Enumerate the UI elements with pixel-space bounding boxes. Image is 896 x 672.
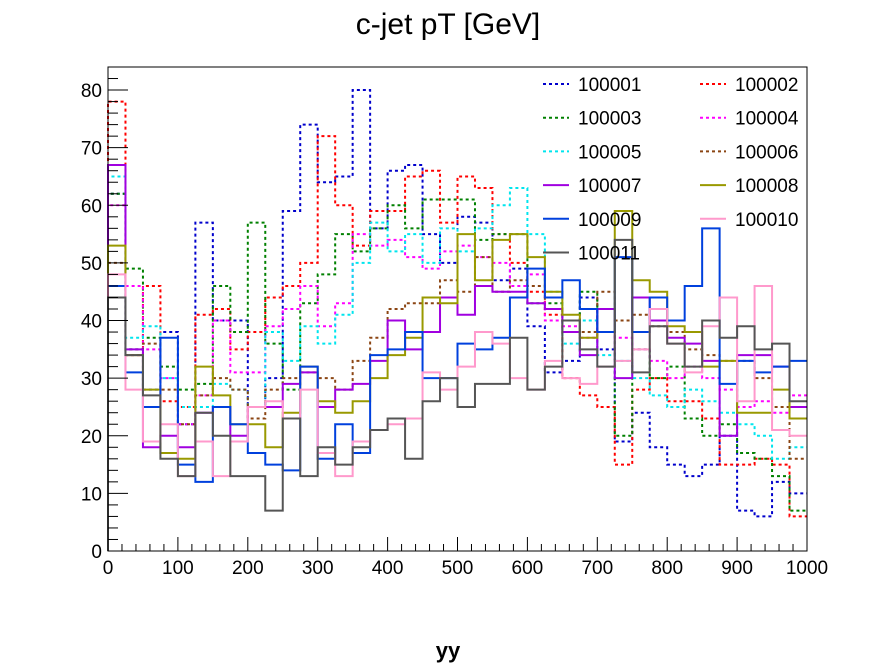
legend-label-100008: 100008 — [735, 176, 798, 197]
legend-label-100009: 100009 — [578, 210, 641, 231]
y-tick-label: 60 — [81, 196, 102, 217]
x-tick-label: 100 — [162, 558, 194, 579]
y-tick-label: 50 — [81, 254, 102, 275]
x-tick-label: 300 — [302, 558, 334, 579]
x-tick-label: 200 — [232, 558, 264, 579]
legend-label-100001: 100001 — [578, 75, 641, 96]
series-100008 — [107, 210, 807, 551]
legend-label-100006: 100006 — [735, 142, 798, 163]
legend-label-100011: 100011 — [578, 244, 640, 265]
x-axis-label: yy — [436, 638, 461, 663]
x-tick-label: 600 — [512, 558, 544, 579]
x-tick-label: 400 — [372, 558, 404, 579]
y-tick-label: 70 — [81, 139, 102, 160]
legend-label-100003: 100003 — [578, 109, 641, 130]
axes-layer: 0 100 200 300 400 500 600 700 800 900 100001020304… — [81, 66, 828, 579]
y-tick-label: 0 — [91, 542, 102, 563]
x-tick-label: 0 — [103, 558, 114, 579]
x-tick-label: 800 — [651, 558, 683, 579]
legend-label-100004: 100004 — [735, 109, 799, 130]
series-layer — [107, 89, 807, 551]
series-100003 — [107, 192, 807, 551]
legend-label-100005: 100005 — [578, 142, 641, 163]
y-tick-label: 10 — [81, 484, 102, 505]
x-tick-label: 900 — [721, 558, 753, 579]
x-tick-label: 500 — [442, 558, 474, 579]
chart-title: c-jet pT [GeV] — [356, 8, 541, 41]
series-100002 — [107, 100, 807, 551]
y-tick-label: 40 — [81, 312, 102, 333]
series-100011 — [107, 238, 807, 551]
legend-label-100002: 100002 — [735, 75, 798, 96]
x-tick-label: 700 — [581, 558, 613, 579]
legend-label-100010: 100010 — [735, 210, 798, 231]
series-100009 — [107, 227, 807, 551]
y-tick-label: 20 — [81, 427, 102, 448]
legend-label-100007: 100007 — [578, 176, 641, 197]
y-tick-label: 30 — [81, 369, 102, 390]
y-tick-label: 80 — [81, 81, 102, 102]
x-tick-label: 1000 — [786, 558, 828, 579]
legend: 100001 100002 100003 100004 100005 100006 1000… — [543, 75, 799, 265]
